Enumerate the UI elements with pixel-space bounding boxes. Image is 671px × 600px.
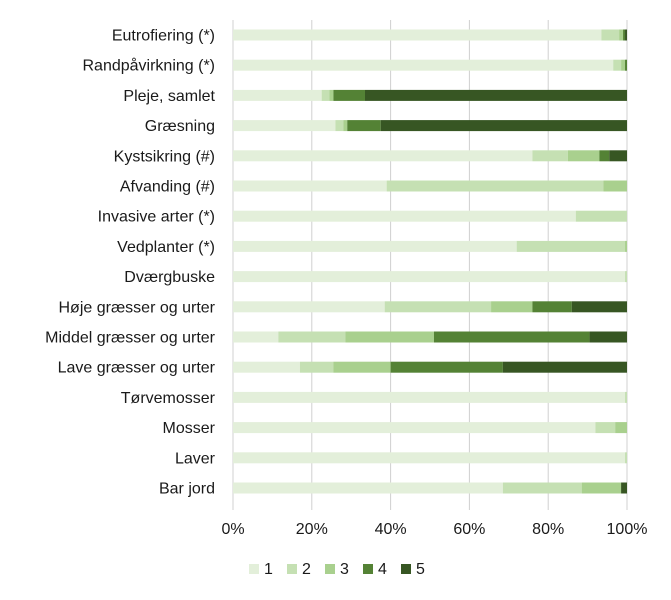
bar-segment-level-4	[599, 150, 610, 162]
legend-swatch	[287, 564, 297, 574]
category-label: Græsning	[145, 118, 215, 135]
bar-segment-level-3	[567, 150, 600, 162]
bar-segment-level-2	[613, 59, 622, 71]
category-label: Høje græsser og urter	[59, 299, 216, 316]
bar-segment-level-1	[233, 482, 503, 494]
bar-segment-level-3	[621, 59, 626, 71]
bar-segment-level-3	[619, 29, 624, 41]
bar-segment-level-2	[625, 391, 627, 403]
bar-segment-level-2	[502, 482, 582, 494]
x-tick-label: 0%	[221, 521, 244, 538]
bar-segment-level-3	[343, 120, 348, 132]
category-label: Mosser	[163, 420, 216, 437]
category-label: Bar jord	[159, 481, 215, 498]
x-tick-label: 80%	[532, 521, 564, 538]
category-label: Randpåvirkning (*)	[82, 57, 215, 75]
bar-segment-level-1	[233, 29, 602, 41]
bar-segment-level-2	[321, 89, 330, 101]
bar-segment-level-5	[380, 120, 627, 132]
category-label: Dværgbuske	[124, 269, 215, 286]
bar-segment-level-4	[625, 59, 627, 71]
bar-segment-level-1	[233, 331, 279, 343]
bar-segment-level-4	[390, 361, 503, 373]
category-label: Middel græsser og urter	[45, 330, 216, 347]
legend-label: 5	[416, 561, 425, 578]
category-labels: Eutrofiering (*) Randpåvirkning (*) Pleje,…	[45, 28, 216, 498]
bar-segment-level-1	[233, 89, 322, 101]
bars	[233, 29, 627, 494]
legend: 1 2 3 4 5	[249, 561, 425, 578]
bar-segment-level-2	[386, 180, 604, 192]
bar-segment-level-2	[595, 422, 616, 434]
bar-segment-level-1	[233, 271, 626, 283]
bar-segment-level-1	[233, 180, 387, 192]
bar-segment-level-2	[278, 331, 346, 343]
bar-segment-level-2	[601, 29, 620, 41]
category-label: Afvanding (#)	[120, 179, 215, 196]
x-axis-tick-labels: 0% 20% 40% 60% 80% 100%	[221, 521, 647, 538]
bar-segment-level-3	[329, 89, 334, 101]
bar-segment-level-1	[233, 301, 385, 313]
category-label: Pleje, samlet	[123, 88, 215, 105]
bar-segment-level-2	[384, 301, 492, 313]
x-tick-label: 40%	[375, 521, 407, 538]
bar-segment-level-4	[623, 29, 626, 41]
legend-swatch	[249, 564, 259, 574]
category-label: Tørvemosser	[121, 390, 216, 407]
bar-segment-level-1	[233, 422, 596, 434]
legend-label: 2	[302, 561, 311, 578]
legend-label: 1	[264, 561, 273, 578]
legend-label: 3	[340, 561, 349, 578]
bar-segment-level-3	[333, 361, 391, 373]
bar-segment-level-1	[233, 120, 336, 132]
x-tick-label: 20%	[296, 521, 328, 538]
x-tick-label: 60%	[453, 521, 485, 538]
bar-segment-level-3	[581, 482, 622, 494]
bar-segment-level-3	[491, 301, 533, 313]
category-label: Laver	[175, 450, 216, 467]
bar-segment-level-3	[615, 422, 627, 434]
category-label: Kystsikring (#)	[114, 148, 215, 165]
bar-segment-level-4	[433, 331, 590, 343]
bar-segment-level-2	[532, 150, 568, 162]
category-label: Invasive arter (*)	[98, 209, 215, 226]
bar-segment-level-5	[364, 89, 627, 101]
bar-segment-level-1	[233, 452, 626, 464]
bar-segment-level-2	[575, 210, 627, 222]
bar-segment-level-2	[516, 240, 626, 252]
legend-swatch	[325, 564, 335, 574]
bar-segment-level-4	[347, 120, 381, 132]
bar-segment-level-5	[571, 301, 627, 313]
bar-segment-level-2	[625, 452, 627, 464]
legend-label: 4	[378, 561, 387, 578]
legend-swatch	[363, 564, 373, 574]
bar-segment-level-5	[609, 150, 627, 162]
category-label: Lave græsser og urter	[58, 360, 216, 377]
bar-segment-level-4	[333, 89, 365, 101]
bar-segment-level-2	[335, 120, 344, 132]
bar-segment-level-1	[233, 240, 517, 252]
bar-segment-level-1	[233, 59, 614, 71]
bar-segment-level-2	[625, 271, 627, 283]
bar-segment-level-5	[589, 331, 627, 343]
bar-segment-level-5	[502, 361, 627, 373]
category-label: Vedplanter (*)	[117, 239, 215, 256]
bar-segment-level-2	[299, 361, 334, 373]
x-tick-label: 100%	[607, 521, 648, 538]
bar-segment-level-5	[625, 29, 627, 41]
bar-segment-level-3	[625, 240, 627, 252]
bar-segment-level-1	[233, 150, 533, 162]
bar-segment-level-1	[233, 391, 626, 403]
bar-segment-level-3	[603, 180, 627, 192]
bar-segment-level-4	[532, 301, 572, 313]
bar-segment-level-1	[233, 210, 576, 222]
bar-segment-level-3	[345, 331, 434, 343]
category-label: Eutrofiering (*)	[112, 28, 215, 45]
bar-segment-level-1	[233, 361, 300, 373]
bar-segment-level-5	[621, 482, 627, 494]
legend-swatch	[401, 564, 411, 574]
